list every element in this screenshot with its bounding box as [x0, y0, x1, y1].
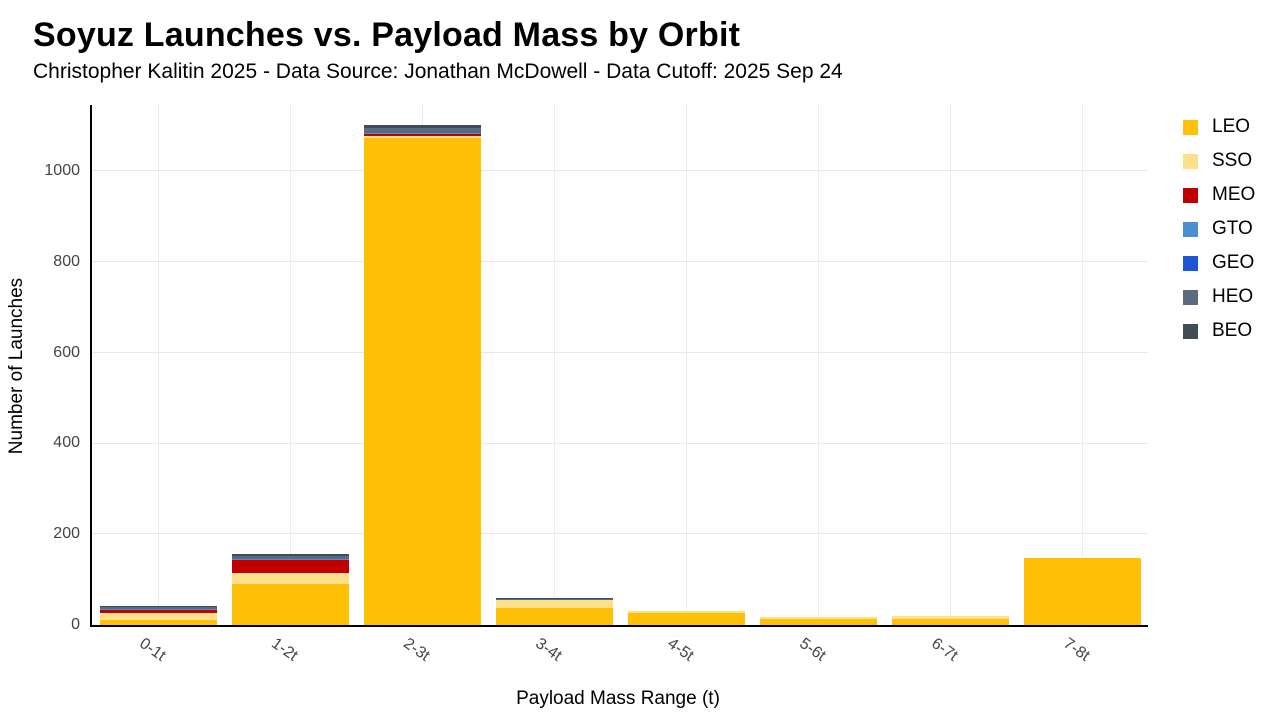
legend-label: BEO	[1212, 320, 1253, 341]
legend-swatch-icon	[1183, 255, 1198, 271]
x-tick-label: 2-3t	[400, 635, 433, 665]
legend-label: LEO	[1212, 116, 1251, 137]
gridline-vertical	[158, 105, 159, 625]
bar-segment-LEO	[100, 620, 217, 625]
bar-segment-MEO	[100, 609, 217, 614]
bar-segment-BEO	[364, 125, 481, 129]
gridline-horizontal	[92, 442, 1148, 444]
legend-label: MEO	[1212, 184, 1256, 205]
bar-1-2t	[232, 553, 349, 625]
y-tick-label: 200	[53, 525, 80, 543]
legend-item-GEO[interactable]: GEO	[1183, 246, 1255, 280]
legend: LEO SSO MEO GTO GEO HEO BEO	[1183, 110, 1255, 348]
plot-area	[90, 105, 1148, 627]
x-tick-label: 3-4t	[532, 635, 565, 665]
bar-segment-LEO	[892, 618, 1009, 625]
bar-segment-SSO	[760, 617, 877, 620]
legend-item-MEO[interactable]: MEO	[1183, 178, 1255, 212]
bar-0-1t	[100, 605, 217, 625]
gridline-vertical	[554, 105, 555, 625]
bar-segment-BEO	[232, 553, 349, 556]
y-tick-label: 1000	[44, 162, 80, 180]
gridline-vertical	[1082, 105, 1083, 625]
bar-7-8t	[1024, 557, 1141, 625]
bar-2-3t	[364, 125, 481, 625]
x-tick-label: 5-6t	[796, 635, 829, 665]
bar-segment-SSO	[232, 573, 349, 585]
bar-segment-GTO	[232, 559, 349, 561]
page-subtitle: Christopher Kalitin 2025 - Data Source: …	[33, 60, 843, 83]
bar-segment-SSO	[892, 616, 1009, 619]
y-tick-label: 0	[71, 616, 80, 633]
bar-segment-BEO	[100, 605, 217, 607]
legend-item-SSO[interactable]: SSO	[1183, 144, 1255, 178]
legend-label: GEO	[1212, 252, 1255, 273]
x-axis-title: Payload Mass Range (t)	[516, 688, 720, 709]
legend-item-GTO[interactable]: GTO	[1183, 212, 1255, 246]
bar-segment-LEO	[496, 607, 613, 625]
legend-item-LEO[interactable]: LEO	[1183, 110, 1255, 144]
legend-label: SSO	[1212, 150, 1253, 171]
bar-segment-HEO	[496, 598, 613, 600]
gridline-vertical	[290, 105, 291, 625]
gridline-horizontal	[92, 170, 1148, 172]
x-tick-label: 6-7t	[928, 635, 961, 665]
x-tick-label: 4-5t	[664, 635, 697, 665]
bar-6-7t	[892, 616, 1009, 625]
bar-segment-HEO	[100, 606, 217, 609]
y-axis-title: Number of Launches	[6, 277, 27, 455]
bar-segment-HEO	[364, 128, 481, 133]
gridline-vertical	[686, 105, 687, 625]
legend-swatch-icon	[1183, 187, 1198, 203]
gridline-horizontal	[92, 351, 1148, 353]
bar-segment-LEO	[628, 613, 745, 625]
y-tick-label: 400	[53, 434, 80, 452]
bar-segment-SSO	[364, 136, 481, 138]
page-title: Soyuz Launches vs. Payload Mass by Orbit	[33, 16, 741, 54]
legend-label: GTO	[1212, 218, 1253, 239]
bar-segment-SSO	[628, 610, 745, 614]
gridline-horizontal	[92, 261, 1148, 262]
bar-segment-GTO	[364, 133, 481, 135]
bar-segment-SSO	[100, 613, 217, 621]
gridline-vertical	[950, 105, 951, 625]
x-tick-label: 0-1t	[136, 635, 169, 665]
legend-swatch-icon	[1183, 289, 1198, 305]
bar-segment-LEO	[1024, 557, 1141, 625]
legend-swatch-icon	[1183, 323, 1198, 339]
legend-swatch-icon	[1183, 153, 1198, 169]
bar-3-4t	[496, 598, 613, 625]
x-tick-label: 7-8t	[1060, 635, 1093, 665]
bar-5-6t	[760, 617, 877, 625]
legend-label: HEO	[1212, 286, 1254, 307]
bar-segment-LEO	[232, 584, 349, 625]
bar-segment-LEO	[364, 137, 481, 625]
bar-segment-LEO	[760, 619, 877, 625]
gridline-vertical	[818, 105, 819, 625]
y-tick-label: 800	[53, 252, 80, 270]
legend-item-HEO[interactable]: HEO	[1183, 280, 1255, 314]
bar-segment-MEO	[364, 134, 481, 137]
x-tick-label: 1-2t	[268, 635, 301, 665]
bar-segment-MEO	[232, 560, 349, 574]
bar-segment-SSO	[496, 599, 613, 608]
bar-4-5t	[628, 610, 745, 625]
legend-swatch-icon	[1183, 221, 1198, 237]
bar-segment-HEO	[232, 555, 349, 559]
legend-item-BEO[interactable]: BEO	[1183, 314, 1255, 348]
gridline-horizontal	[92, 533, 1148, 535]
y-tick-label: 600	[53, 343, 80, 361]
legend-swatch-icon	[1183, 119, 1198, 135]
